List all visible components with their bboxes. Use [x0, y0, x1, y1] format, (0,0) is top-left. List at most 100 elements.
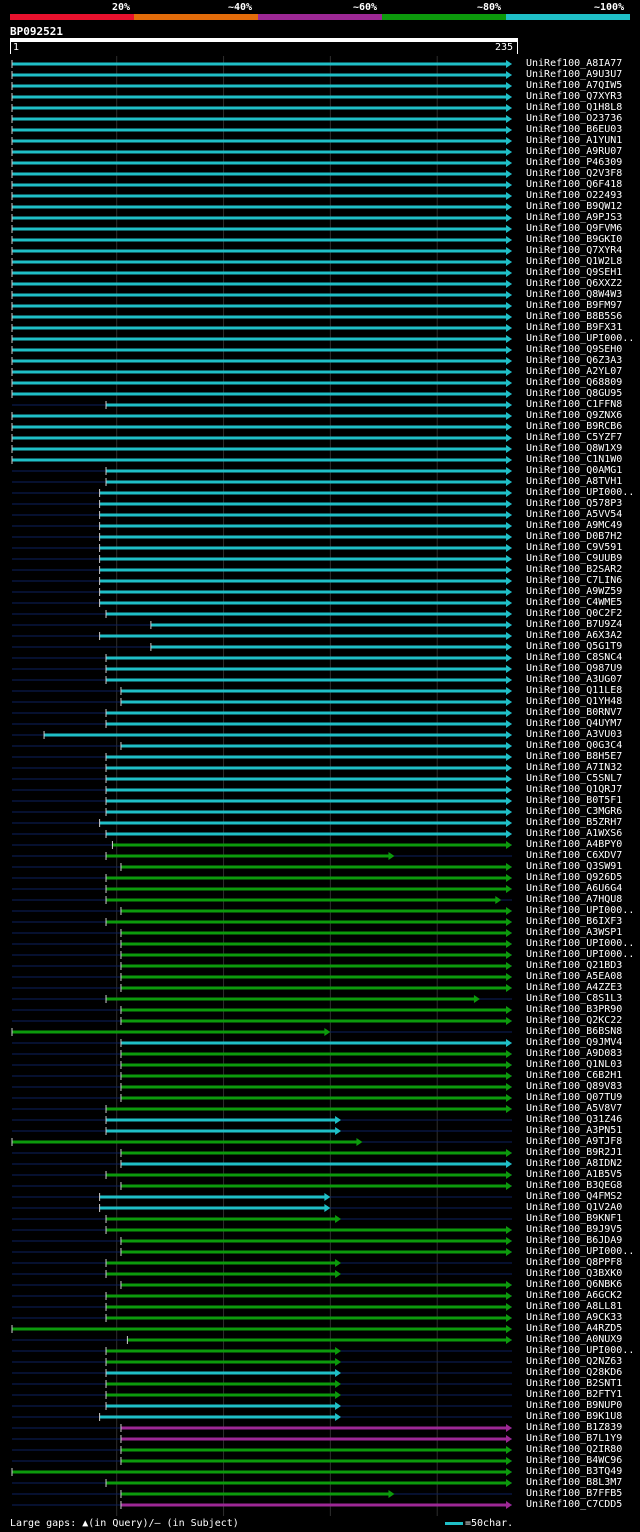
hit-label[interactable]: UniRef100_A5EA08 — [526, 971, 623, 982]
hit-label[interactable]: UniRef100_A8IA77 — [526, 58, 623, 69]
hit-label[interactable]: UniRef100_B4WC96 — [526, 1455, 623, 1466]
hit-label[interactable]: UniRef100_Q89V83 — [526, 1081, 623, 1092]
hit-label[interactable]: UniRef100_Q1NL03 — [526, 1059, 623, 1070]
hit-label[interactable]: UniRef100_C6XDV7 — [526, 850, 623, 861]
hit-label[interactable]: UniRef100_A7IN32 — [526, 762, 623, 773]
hit-label[interactable]: UniRef100_Q8W1X9 — [526, 443, 623, 454]
hit-label[interactable]: UniRef100_Q987U9 — [526, 663, 623, 674]
hit-label[interactable]: UniRef100_A6X3A2 — [526, 630, 623, 641]
hit-label[interactable]: UniRef100_B3TQ49 — [526, 1466, 623, 1477]
hit-label[interactable]: UniRef100_B9KNF1 — [526, 1213, 623, 1224]
hit-label[interactable]: UniRef100_C7LIN6 — [526, 575, 623, 586]
hit-label[interactable]: UniRef100_UPI000.. — [526, 333, 635, 344]
hit-label[interactable]: UniRef100_B3PR90 — [526, 1004, 623, 1015]
hit-label[interactable]: UniRef100_A4RZD5 — [526, 1323, 623, 1334]
hit-label[interactable]: UniRef100_Q07TU9 — [526, 1092, 623, 1103]
hit-label[interactable]: UniRef100_P46309 — [526, 157, 623, 168]
hit-label[interactable]: UniRef100_Q2KC22 — [526, 1015, 623, 1026]
hit-label[interactable]: UniRef100_Q4FMS2 — [526, 1191, 623, 1202]
hit-label[interactable]: UniRef100_C7CDD5 — [526, 1499, 623, 1510]
hit-label[interactable]: UniRef100_B6JDA9 — [526, 1235, 623, 1246]
hit-label[interactable]: UniRef100_A8TVH1 — [526, 476, 623, 487]
hit-label[interactable]: UniRef100_Q31Z46 — [526, 1114, 623, 1125]
hit-label[interactable]: UniRef100_C6B2H1 — [526, 1070, 623, 1081]
hit-label[interactable]: UniRef100_A9TJF8 — [526, 1136, 623, 1147]
hit-label[interactable]: UniRef100_B8L3M7 — [526, 1477, 623, 1488]
hit-label[interactable]: UniRef100_B9J9V5 — [526, 1224, 623, 1235]
hit-label[interactable]: UniRef100_A9D083 — [526, 1048, 623, 1059]
hit-label[interactable]: UniRef100_B2SNT1 — [526, 1378, 623, 1389]
hit-label[interactable]: UniRef100_A6GCK2 — [526, 1290, 623, 1301]
hit-label[interactable]: UniRef100_A2YL07 — [526, 366, 623, 377]
hit-label[interactable]: UniRef100_A9RU07 — [526, 146, 623, 157]
hit-label[interactable]: UniRef100_B2SAR2 — [526, 564, 623, 575]
hit-label[interactable]: UniRef100_Q8PPF8 — [526, 1257, 623, 1268]
hit-label[interactable]: UniRef100_Q21BD3 — [526, 960, 623, 971]
hit-label[interactable]: UniRef100_B9GKI0 — [526, 234, 623, 245]
hit-label[interactable]: UniRef100_Q9ZNX6 — [526, 410, 623, 421]
hit-label[interactable]: UniRef100_Q7XYR3 — [526, 91, 623, 102]
hit-label[interactable]: UniRef100_A3UG07 — [526, 674, 623, 685]
hit-label[interactable]: UniRef100_A5VV54 — [526, 509, 623, 520]
hit-label[interactable]: UniRef100_UPI000.. — [526, 938, 635, 949]
hit-label[interactable]: UniRef100_A8IDN2 — [526, 1158, 623, 1169]
hit-label[interactable]: UniRef100_B9R2J1 — [526, 1147, 623, 1158]
hit-label[interactable]: UniRef100_C3MGR6 — [526, 806, 623, 817]
hit-label[interactable]: UniRef100_A4BPY0 — [526, 839, 623, 850]
hit-label[interactable]: UniRef100_Q1YH48 — [526, 696, 623, 707]
hit-label[interactable]: UniRef100_B9FM97 — [526, 300, 623, 311]
hit-label[interactable]: UniRef100_B9NUP0 — [526, 1400, 623, 1411]
hit-label[interactable]: UniRef100_C1FFN8 — [526, 399, 623, 410]
hit-label[interactable]: UniRef100_A7HQU8 — [526, 894, 623, 905]
hit-label[interactable]: UniRef100_Q28KD6 — [526, 1367, 623, 1378]
hit-label[interactable]: UniRef100_A3PN51 — [526, 1125, 623, 1136]
hit-label[interactable]: UniRef100_C9V591 — [526, 542, 623, 553]
hit-label[interactable]: UniRef100_Q6NBK6 — [526, 1279, 623, 1290]
hit-label[interactable]: UniRef100_Q68809 — [526, 377, 623, 388]
hit-label[interactable]: UniRef100_Q0C2F2 — [526, 608, 623, 619]
hit-label[interactable]: UniRef100_C8S1L3 — [526, 993, 623, 1004]
hit-label[interactable]: UniRef100_A9WZ59 — [526, 586, 623, 597]
hit-label[interactable]: UniRef100_B7L1Y9 — [526, 1433, 623, 1444]
hit-label[interactable]: UniRef100_A8LL81 — [526, 1301, 623, 1312]
hit-label[interactable]: UniRef100_Q5G1T9 — [526, 641, 623, 652]
hit-label[interactable]: UniRef100_Q8W4W3 — [526, 289, 623, 300]
hit-label[interactable]: UniRef100_A5V8V7 — [526, 1103, 623, 1114]
hit-label[interactable]: UniRef100_Q1H8L8 — [526, 102, 623, 113]
hit-label[interactable]: UniRef100_Q9SEH1 — [526, 267, 623, 278]
hit-label[interactable]: UniRef100_A9MC49 — [526, 520, 623, 531]
hit-label[interactable]: UniRef100_Q3SW91 — [526, 861, 623, 872]
hit-label[interactable]: UniRef100_A3VU03 — [526, 729, 623, 740]
hit-label[interactable]: UniRef100_Q0G3C4 — [526, 740, 623, 751]
hit-label[interactable]: UniRef100_C5SNL7 — [526, 773, 623, 784]
hit-label[interactable]: UniRef100_UPI000.. — [526, 487, 635, 498]
hit-label[interactable]: UniRef100_A4ZZE3 — [526, 982, 623, 993]
hit-label[interactable]: UniRef100_B9K1U8 — [526, 1411, 623, 1422]
hit-label[interactable]: UniRef100_B6BSN8 — [526, 1026, 623, 1037]
hit-label[interactable]: UniRef100_B3QEG8 — [526, 1180, 623, 1191]
hit-label[interactable]: UniRef100_B0T5F1 — [526, 795, 623, 806]
hit-label[interactable]: UniRef100_Q6F418 — [526, 179, 623, 190]
hit-label[interactable]: UniRef100_Q2NZ63 — [526, 1356, 623, 1367]
hit-label[interactable]: UniRef100_A1WXS6 — [526, 828, 623, 839]
hit-label[interactable]: UniRef100_A9PJS3 — [526, 212, 623, 223]
hit-label[interactable]: UniRef100_B1Z839 — [526, 1422, 623, 1433]
hit-label[interactable]: UniRef100_A1B5V5 — [526, 1169, 623, 1180]
hit-label[interactable]: UniRef100_B7FFB5 — [526, 1488, 623, 1499]
hit-label[interactable]: UniRef100_B9QW12 — [526, 201, 623, 212]
hit-label[interactable]: UniRef100_B0RNV7 — [526, 707, 623, 718]
hit-label[interactable]: UniRef100_Q9FVM6 — [526, 223, 623, 234]
hit-label[interactable]: UniRef100_Q7XYR4 — [526, 245, 623, 256]
hit-label[interactable]: UniRef100_B8H5E7 — [526, 751, 623, 762]
hit-label[interactable]: UniRef100_UPI000.. — [526, 949, 635, 960]
hit-label[interactable]: UniRef100_UPI000.. — [526, 1246, 635, 1257]
hit-label[interactable]: UniRef100_Q9JMV4 — [526, 1037, 623, 1048]
hit-label[interactable]: UniRef100_Q2V3F8 — [526, 168, 623, 179]
hit-label[interactable]: UniRef100_B7U9Z4 — [526, 619, 623, 630]
hit-label[interactable]: UniRef100_Q3BXK0 — [526, 1268, 623, 1279]
hit-label[interactable]: UniRef100_A7QIW5 — [526, 80, 623, 91]
hit-label[interactable]: UniRef100_D0B7H2 — [526, 531, 623, 542]
hit-label[interactable]: UniRef100_C9UUB9 — [526, 553, 623, 564]
hit-label[interactable]: UniRef100_Q6XXZ2 — [526, 278, 623, 289]
hit-label[interactable]: UniRef100_Q0AMG1 — [526, 465, 623, 476]
